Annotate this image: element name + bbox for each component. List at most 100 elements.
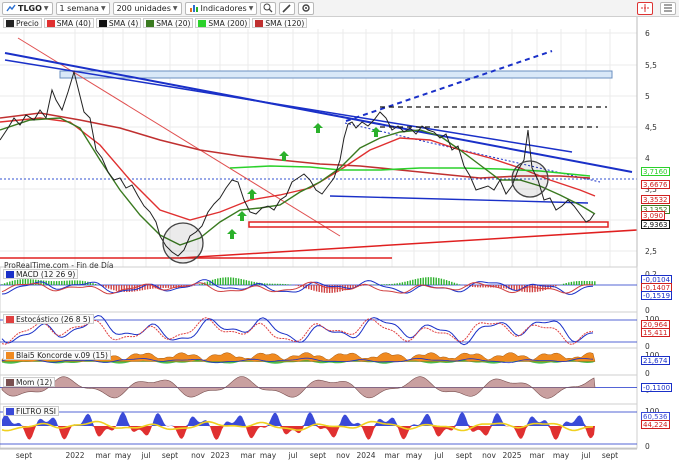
draw-tool-button[interactable] — [279, 1, 296, 15]
units-selector[interactable]: 200 unidades ▼ — [112, 1, 182, 15]
chart-area[interactable]: 65,554,543,532,5 0,201000100001000 sept2… — [0, 17, 679, 461]
rsi-blue-area — [2, 412, 595, 426]
indicator-name: Mom (12) — [16, 377, 53, 387]
indicator-title[interactable]: Blai5 Koncorde v.09 (15) — [3, 350, 111, 360]
legend-swatch — [255, 19, 264, 27]
indicator-panel[interactable] — [0, 266, 638, 313]
time-axis-label: mar — [385, 451, 401, 460]
resistance-zone[interactable] — [59, 70, 613, 79]
legend-swatch — [98, 19, 107, 27]
zoom-in-button[interactable] — [260, 1, 277, 15]
rsi-red-area — [2, 426, 595, 440]
legend-item[interactable]: SMA (40) — [43, 18, 94, 28]
alert-button[interactable] — [637, 1, 653, 15]
trendline-blue-lower[interactable] — [4, 59, 573, 153]
time-axis-label: sept — [162, 451, 178, 460]
settings-button[interactable] — [298, 1, 315, 15]
price-line — [0, 70, 595, 257]
legend-swatch — [46, 19, 55, 27]
trendline-blue-flat[interactable] — [329, 195, 589, 204]
up-arrow-icon — [227, 229, 237, 239]
indicator-name: Estocástico (26 8 5) — [16, 314, 91, 324]
time-axis-label: nov — [336, 451, 350, 460]
chevron-down-icon: ▼ — [100, 4, 106, 12]
legend-item[interactable]: SMA (20) — [143, 18, 194, 28]
support-red-rising[interactable] — [179, 229, 638, 259]
ticker-selector[interactable]: TLGO ▼ — [2, 1, 53, 15]
price-axis-label: 5,5 — [645, 61, 657, 70]
indicator-axis-label: 0 — [645, 442, 650, 451]
indicator-swatch — [6, 351, 14, 359]
price-tag: 3,6676 — [641, 180, 670, 189]
sma-20-line — [0, 117, 596, 246]
koncorde-blue-line — [1, 357, 594, 364]
price-tag: 2,9363 — [641, 220, 670, 229]
chart-icon — [6, 4, 16, 12]
trendline-blue-upper[interactable] — [4, 52, 633, 173]
price-tag: 3,7160 — [641, 167, 670, 176]
legend-label: SMA (40) — [56, 18, 91, 28]
time-axis-label: jul — [581, 451, 591, 460]
zoom-in-icon — [263, 3, 273, 13]
trendline-blue-dashed-up[interactable] — [345, 50, 553, 122]
chevron-down-icon: ▼ — [248, 4, 254, 12]
bottom-circle-marker[interactable] — [162, 222, 204, 264]
indicator-axis-label: 100 — [645, 351, 660, 360]
indicator-panel[interactable] — [0, 403, 638, 449]
legend-item[interactable]: SMA (200) — [195, 18, 251, 28]
price-tag: 3,090 — [641, 211, 666, 220]
indicator-panel[interactable] — [0, 374, 638, 405]
indicator-title[interactable]: Mom (12) — [3, 377, 56, 387]
top-circle-marker[interactable] — [511, 160, 549, 198]
legend-label: SMA (4) — [108, 18, 139, 28]
menu-button[interactable] — [660, 1, 676, 15]
price-panel — [0, 29, 638, 449]
time-axis-label: may — [553, 451, 570, 460]
legend-item[interactable]: SMA (120) — [252, 18, 308, 28]
time-axis-label: sept — [456, 451, 472, 460]
price-axis-label: 5 — [645, 92, 650, 101]
indicator-title[interactable]: MACD (12 26 9) — [3, 269, 79, 279]
legend: Precio SMA (40) SMA (4) SMA (20) SMA (200) SM… — [3, 18, 308, 29]
legend-item[interactable]: SMA (4) — [95, 18, 142, 28]
indicator-name: Blai5 Koncorde v.09 (15) — [16, 350, 108, 360]
support-box[interactable] — [248, 221, 609, 228]
time-axis-label: nov — [191, 451, 205, 460]
price-axis-label: 4 — [645, 154, 650, 163]
indicator-axis-label: 0 — [645, 369, 650, 378]
koncorde-green-area — [2, 359, 595, 364]
time-axis-label: jul — [141, 451, 151, 460]
stochastic-d-line — [1, 317, 594, 346]
time-axis-label: nov — [482, 451, 496, 460]
indicator-title[interactable]: Estocástico (26 8 5) — [3, 314, 94, 324]
indicator-value-tag: 44,224 — [641, 420, 670, 429]
legend-label: SMA (120) — [265, 18, 305, 28]
indicator-name: MACD (12 26 9) — [16, 269, 76, 279]
macd-signal-line — [1, 281, 594, 295]
pencil-icon — [282, 4, 291, 13]
legend-item[interactable]: Precio — [3, 18, 42, 28]
indicator-axis-label: 100 — [645, 315, 660, 324]
indicator-panel[interactable] — [0, 311, 638, 349]
indicator-axis-label: 0 — [645, 342, 650, 351]
up-arrow-icon — [247, 189, 257, 199]
rsi-yellow-line — [1, 420, 594, 432]
units-label: 200 unidades — [116, 3, 171, 13]
sma-200-line — [229, 165, 591, 177]
price-axis: 65,554,543,532,5 — [636, 17, 657, 444]
time-axis-label: sept — [310, 451, 326, 460]
indicator-axis-label: 0 — [645, 306, 650, 315]
time-axis-label: jul — [288, 451, 298, 460]
indicator-title[interactable]: FILTRO RSI — [3, 406, 59, 416]
period-selector[interactable]: 1 semana ▼ — [55, 1, 110, 15]
sma-40-line — [0, 117, 596, 221]
indicators-button[interactable]: Indicadores ▼ — [184, 1, 258, 15]
time-axis-label: may — [260, 451, 277, 460]
time-axis-label: may — [406, 451, 423, 460]
watermark: ProRealTime.com - Fin de Día — [4, 261, 114, 270]
indicator-axis-label: 100 — [645, 407, 660, 416]
legend-label: SMA (20) — [156, 18, 191, 28]
time-axis-label: mar — [96, 451, 112, 460]
legend-swatch — [146, 19, 155, 27]
time-axis-label: sept — [602, 451, 618, 460]
